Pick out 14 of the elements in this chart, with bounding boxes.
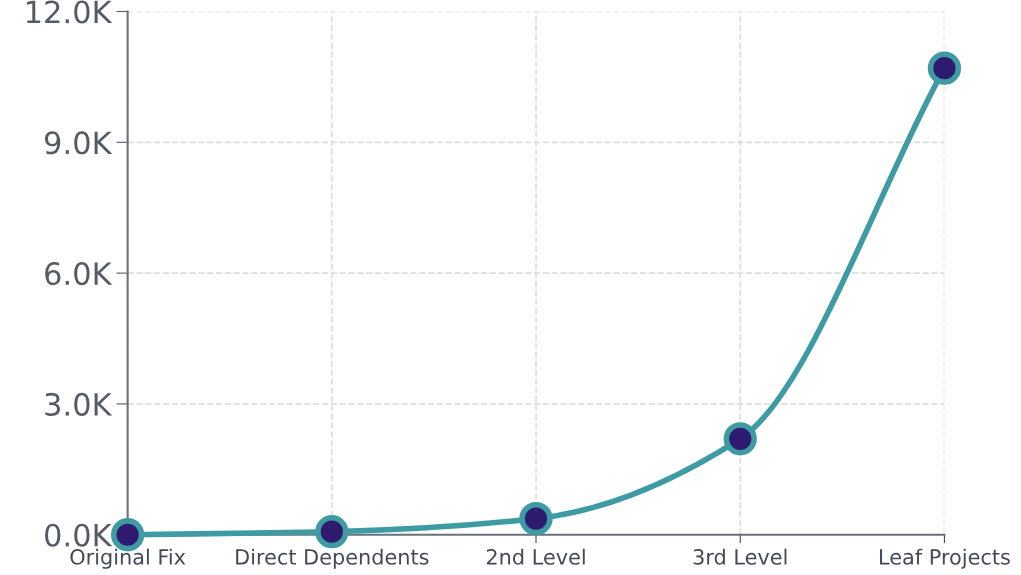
y-tick-label: 0.0K (45, 523, 113, 547)
x-tick-label: Original Fix (70, 548, 186, 569)
x-tick-label: 3rd Level (693, 548, 787, 565)
point (723, 422, 757, 456)
point (315, 515, 349, 549)
x-tick-label: Direct Dependents (236, 548, 429, 569)
x-tick-label: 2nd Level (486, 548, 585, 565)
y-tick-label: 6.0K (45, 262, 113, 286)
y-tick-label: 9.0K (44, 131, 113, 155)
y-tick-label: 12.0K (26, 0, 113, 24)
y-tick-label: 3.0K (45, 392, 113, 416)
x-tick-label: Leaf Projects (880, 548, 1010, 569)
point (519, 501, 553, 536)
point (927, 51, 962, 85)
